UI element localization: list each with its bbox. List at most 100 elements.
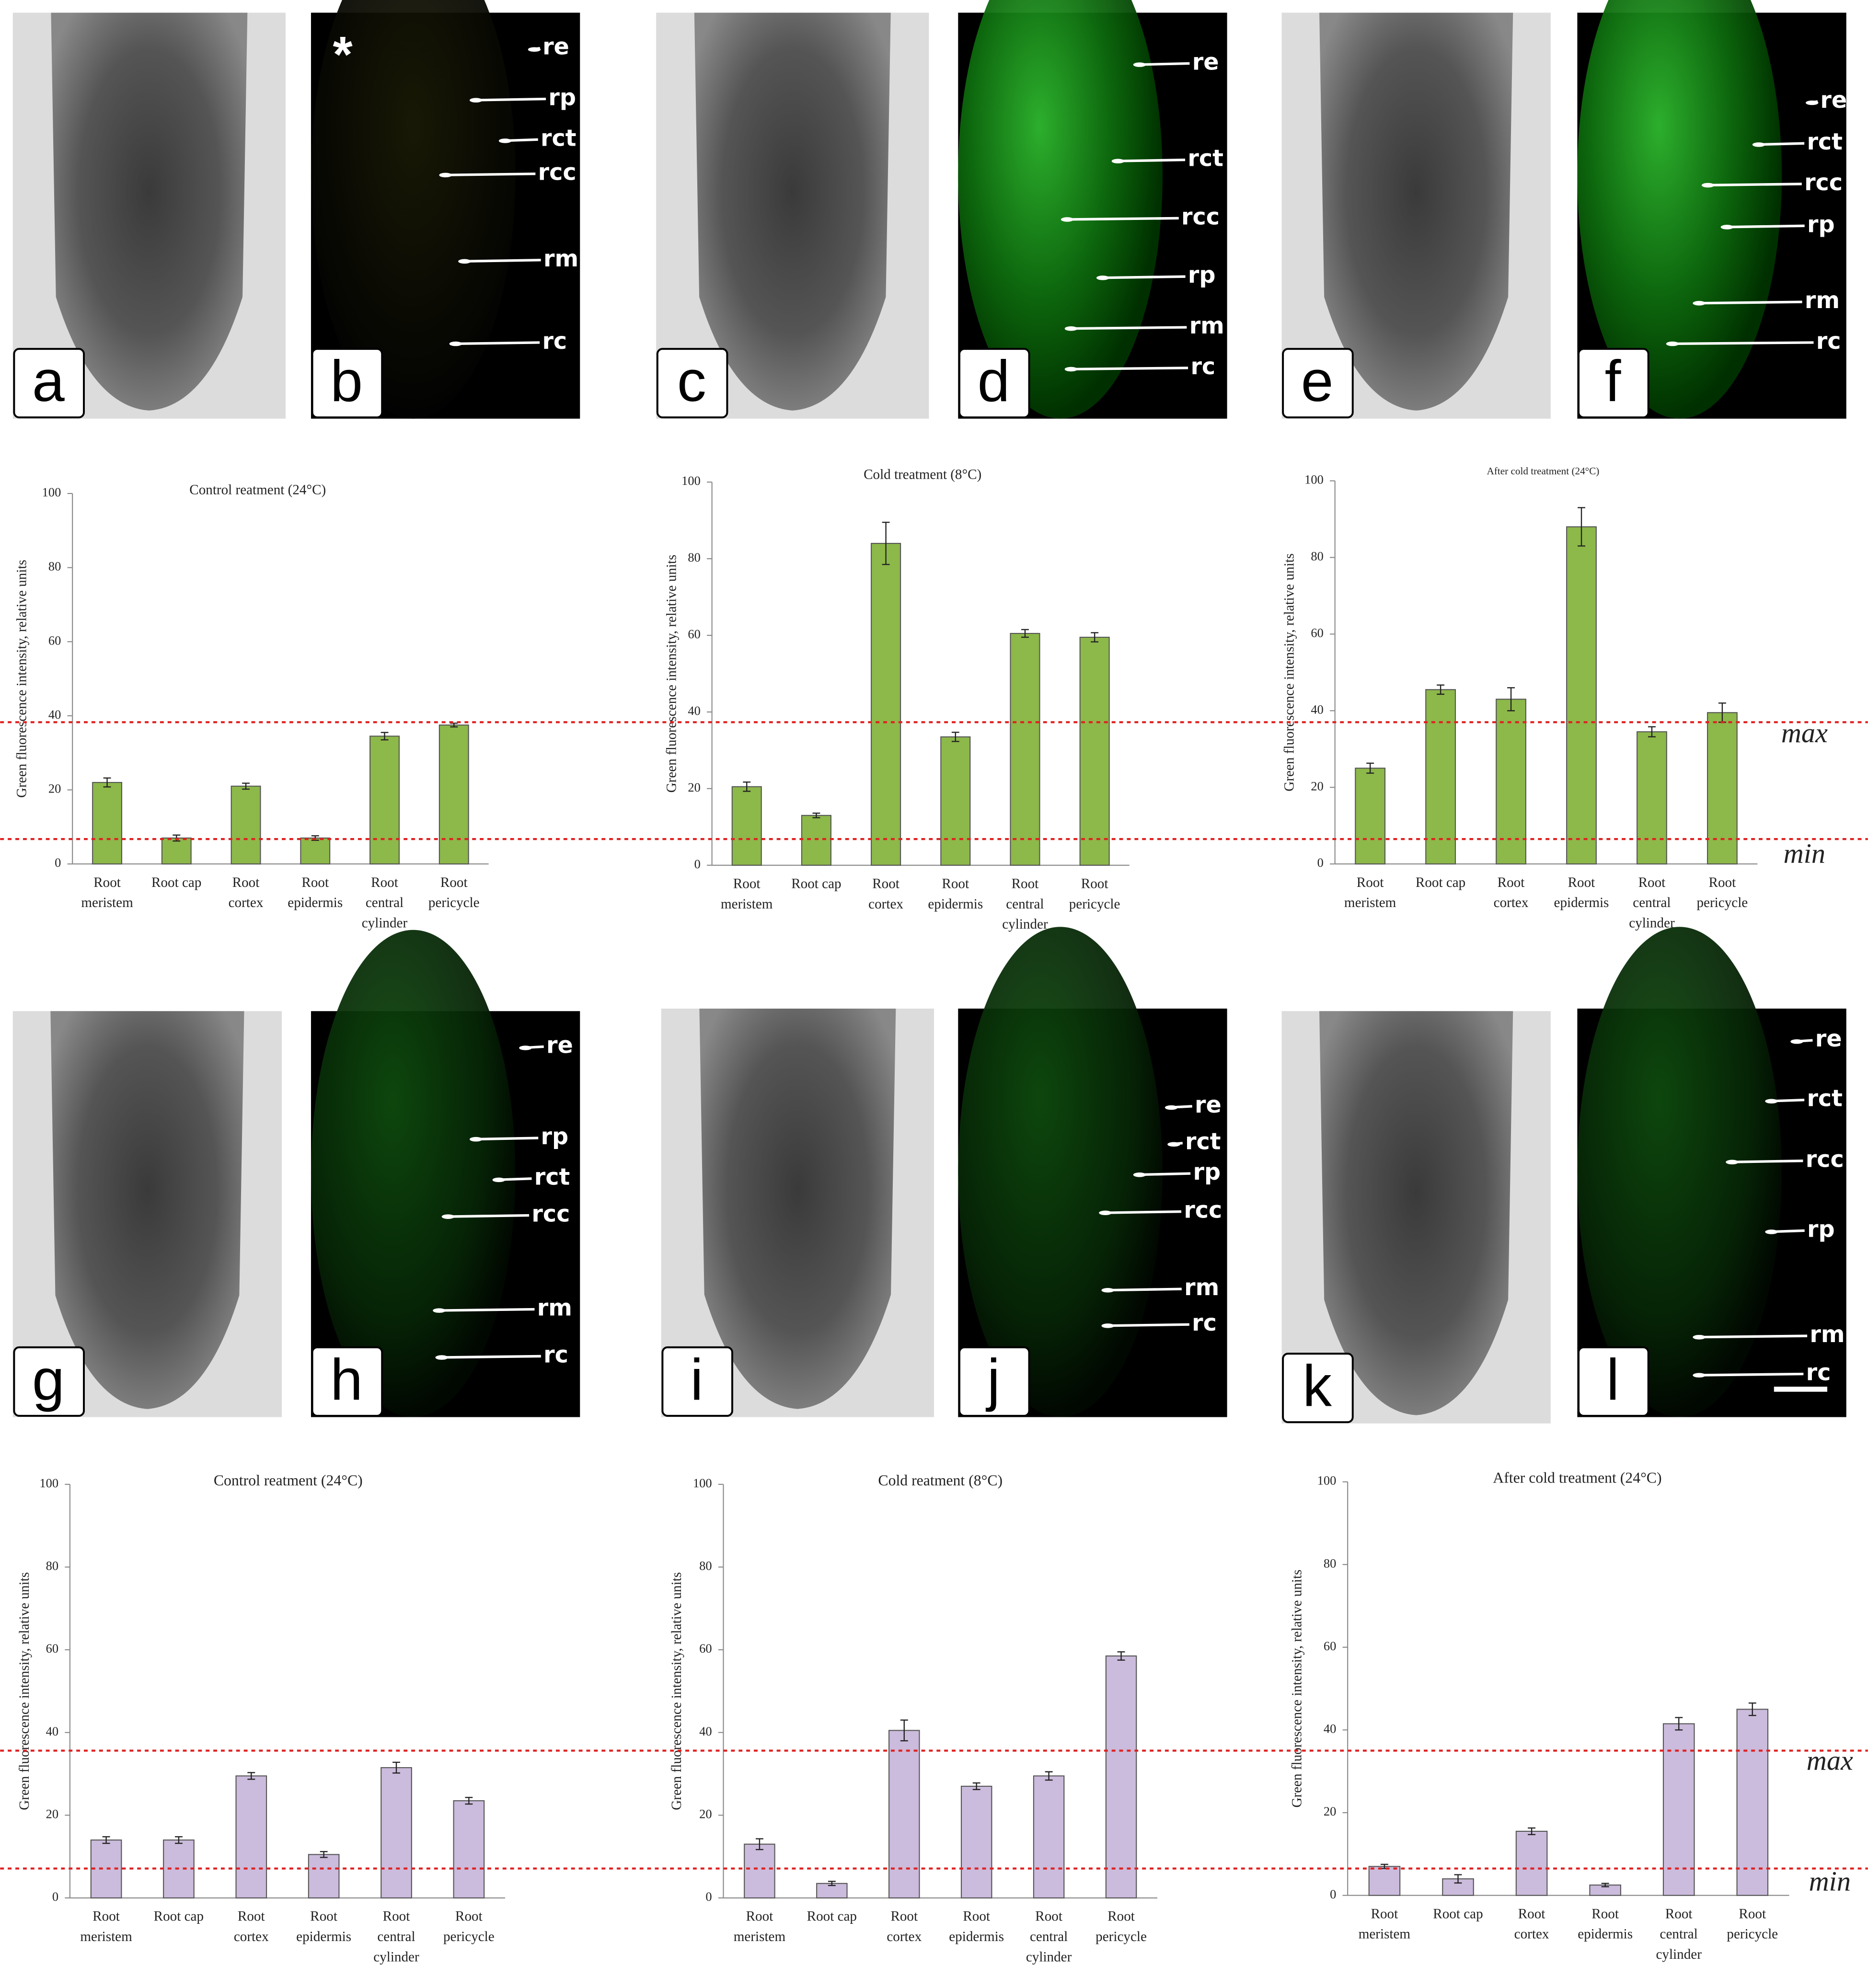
y-tick-label: 60 xyxy=(46,1641,58,1655)
y-tick-label: 0 xyxy=(705,1889,712,1904)
chart-title: Control reatment (24°C) xyxy=(214,1472,363,1489)
bar xyxy=(1637,731,1667,865)
tissue-label: re xyxy=(542,34,569,60)
tissue-label: rm xyxy=(537,1295,572,1321)
x-tick-label-box: Root central cylinder xyxy=(1026,1909,1072,1965)
y-tick-label: 80 xyxy=(699,1559,712,1573)
y-tick-label: 60 xyxy=(688,627,700,641)
tissue-label: re xyxy=(1192,49,1219,75)
tissue-label: re xyxy=(546,1032,573,1058)
x-tick-label-box: Root cortex xyxy=(229,875,264,911)
y-tick-label: 40 xyxy=(1324,1722,1336,1736)
bar xyxy=(888,1730,920,1899)
x-tick-label-box: Root epidermis xyxy=(1554,875,1609,911)
error-bar xyxy=(1748,1702,1756,1716)
y-axis-label: Green fluorescence intensity, relative u… xyxy=(14,560,30,798)
y-tick-label: 40 xyxy=(48,707,61,722)
x-tick-label-box: Root pericycle xyxy=(1069,876,1120,912)
error-bar xyxy=(1601,1883,1609,1887)
bar xyxy=(1425,689,1456,865)
tissue-label: rp xyxy=(1807,1216,1835,1242)
pointer-arrow xyxy=(461,259,541,263)
x-tick-label: Root cortex xyxy=(233,1909,269,1945)
x-tick-label: Root meristem xyxy=(1358,1907,1411,1942)
error-bar xyxy=(1366,762,1374,774)
bar xyxy=(940,736,971,866)
bar xyxy=(960,1785,992,1899)
y-tick-label: 60 xyxy=(1311,625,1323,640)
arrow-head xyxy=(1765,1230,1778,1234)
x-tick-label-box: Root cap xyxy=(1415,875,1466,891)
panel-letter-box xyxy=(958,348,1030,419)
x-tick-label-box: Root cortex xyxy=(887,1909,922,1945)
x-tick-label-box: Root cortex xyxy=(233,1909,269,1945)
panel-letter: c xyxy=(677,348,706,414)
tissue-label: rm xyxy=(1810,1322,1845,1348)
x-tick-label: Root epidermis xyxy=(1578,1907,1633,1942)
panel-letter-box xyxy=(13,348,85,419)
tissue-label: rct xyxy=(1807,129,1843,155)
panel-letter: e xyxy=(1301,348,1334,414)
error-bar xyxy=(242,782,250,790)
tissue-label: rm xyxy=(543,246,578,272)
pointer-arrow xyxy=(435,1308,535,1312)
x-tick-label: Root pericycle xyxy=(1069,876,1120,912)
y-tick-label: 100 xyxy=(42,485,61,499)
pointer-arrow xyxy=(451,341,540,345)
pointer-arrow xyxy=(1067,326,1187,330)
error-bar xyxy=(1578,507,1585,547)
x-tick-label-box: Root central cylinder xyxy=(1629,875,1674,931)
tissue-label: rct xyxy=(1185,1129,1221,1155)
arrow-head xyxy=(1693,301,1706,306)
reference-label: min xyxy=(1784,838,1825,869)
root-shape xyxy=(1319,12,1513,411)
arrow-head xyxy=(1666,341,1679,346)
fluorescence-glow xyxy=(1577,927,1782,1417)
error-bar xyxy=(951,732,959,742)
tissue-label: rct xyxy=(1188,146,1223,172)
tissue-label: rcc xyxy=(1806,1147,1844,1173)
panel-letter-box xyxy=(1282,1353,1354,1424)
bar xyxy=(1662,1723,1695,1896)
x-tick-label-box: Root cortex xyxy=(868,877,903,912)
pointer-arrow xyxy=(444,1214,530,1218)
y-tick-label: 40 xyxy=(1311,702,1323,716)
x-tick-label: Root epidermis xyxy=(296,1909,352,1945)
arrow-head xyxy=(469,1137,483,1142)
x-tick-label: Root epidermis xyxy=(288,875,343,911)
error-bar xyxy=(174,1836,183,1844)
y-tick-label: 100 xyxy=(693,1476,712,1490)
x-tick-label-box: Root cap xyxy=(807,1909,857,1925)
bar xyxy=(369,735,400,865)
tissue-label: rc xyxy=(543,1342,568,1368)
chart-title: Cold treatment (8°C) xyxy=(864,467,981,483)
y-tick-label: 100 xyxy=(39,1476,58,1490)
error-bar xyxy=(812,812,820,818)
error-bar xyxy=(1091,632,1099,643)
pointer-arrow xyxy=(1723,224,1805,229)
x-tick-label-box: Root cap xyxy=(1433,1907,1483,1922)
arrow-head xyxy=(1133,62,1146,67)
pointer-arrow xyxy=(1104,1287,1182,1292)
y-axis-label: Green fluorescence intensity, relative u… xyxy=(664,555,679,793)
pointer-arrow xyxy=(1728,1160,1803,1163)
x-tick-label: Root meristem xyxy=(80,1909,132,1945)
x-tick-label-box: Root pericycle xyxy=(1696,875,1748,911)
panel-letter: b xyxy=(330,348,363,414)
arrow-head xyxy=(519,1046,532,1050)
tissue-label: rm xyxy=(1189,313,1224,339)
arrow-head xyxy=(1720,225,1734,230)
bar xyxy=(801,815,831,866)
y-tick-label: 80 xyxy=(1324,1556,1336,1570)
root-shape xyxy=(694,12,891,411)
y-tick-label: 60 xyxy=(699,1641,712,1655)
tissue-label: rct xyxy=(1807,1086,1843,1112)
pointer-arrow xyxy=(472,1137,539,1141)
tissue-label: rct xyxy=(541,125,577,151)
fluorescence-glow xyxy=(1577,0,1782,419)
panel-letter-box xyxy=(13,1346,85,1417)
arrow-head xyxy=(1765,1099,1778,1103)
error-bar xyxy=(1045,1771,1053,1781)
x-tick-label: Root cap xyxy=(1415,875,1466,891)
fluorescence-glow xyxy=(311,930,516,1417)
